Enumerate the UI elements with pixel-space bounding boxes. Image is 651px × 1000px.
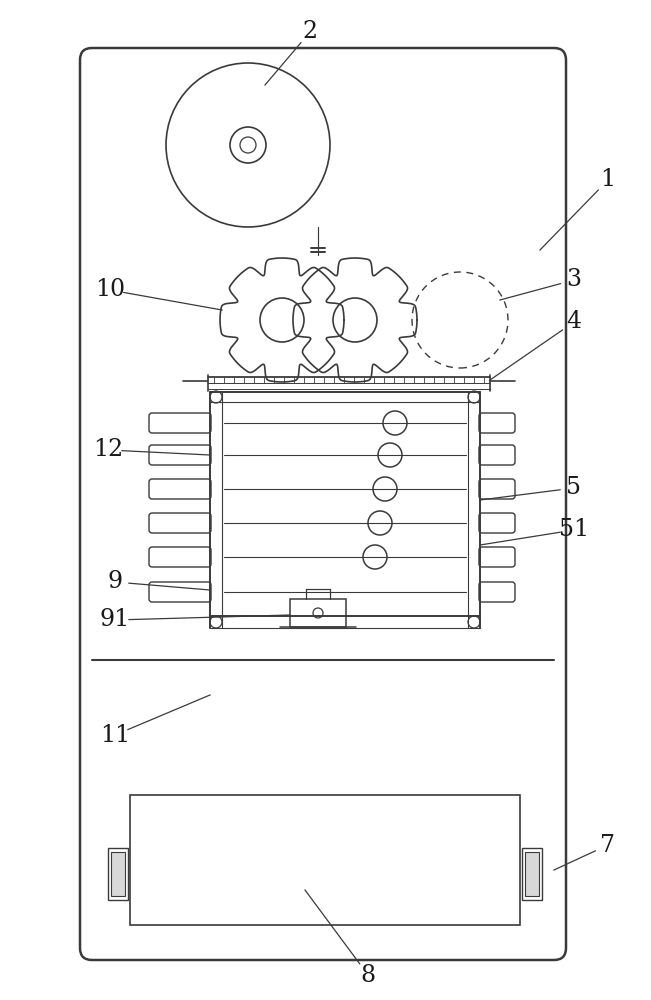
- Text: 91: 91: [100, 608, 130, 632]
- Text: 7: 7: [600, 834, 615, 856]
- Text: 4: 4: [566, 310, 581, 334]
- Bar: [130, 795, 520, 925]
- Text: 12: 12: [93, 438, 123, 462]
- Text: 51: 51: [559, 518, 589, 542]
- Text: 2: 2: [303, 20, 318, 43]
- Text: 1: 1: [600, 168, 616, 192]
- Bar: [111, 852, 125, 896]
- Bar: [108, 848, 128, 900]
- Bar: [525, 852, 539, 896]
- Bar: [522, 848, 542, 900]
- Text: 9: 9: [107, 570, 122, 593]
- Text: 3: 3: [566, 268, 581, 292]
- Bar: [290, 599, 346, 627]
- Text: 8: 8: [361, 964, 376, 986]
- Text: 5: 5: [566, 477, 581, 499]
- Text: 10: 10: [95, 278, 125, 302]
- Text: 11: 11: [100, 724, 130, 746]
